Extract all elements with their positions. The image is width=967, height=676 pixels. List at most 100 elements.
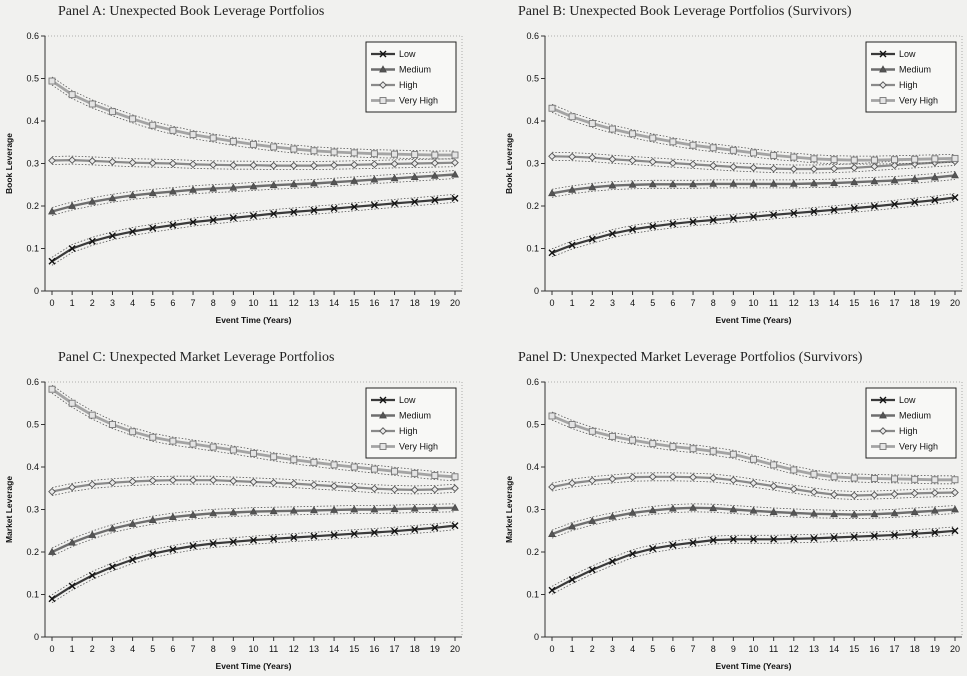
- series-low-point: [48, 595, 56, 603]
- series-low-point: [649, 222, 657, 230]
- series-medium-point: [850, 177, 859, 186]
- x-tick-label: 10: [748, 298, 758, 308]
- series-very-high: [548, 411, 959, 485]
- series-high-point: [310, 161, 318, 170]
- series-high-point: [370, 484, 379, 493]
- x-tick-label: 12: [289, 644, 299, 654]
- series-medium-point: [430, 504, 439, 512]
- series-low-point: [290, 534, 298, 542]
- series-high-point: [608, 155, 617, 164]
- legend-label-medium: Medium: [399, 65, 431, 75]
- series-medium-point: [830, 178, 839, 186]
- series-very-high-point: [790, 153, 798, 161]
- y-tick-label: 0: [534, 286, 539, 296]
- legend-marker-high: [879, 427, 887, 435]
- series-very-high-point: [709, 144, 717, 152]
- x-tick-label: 2: [590, 298, 595, 308]
- legend-marker-very-high: [879, 443, 887, 450]
- series-high-point: [910, 489, 919, 498]
- series-very-high-point: [911, 475, 919, 483]
- series-low-point: [729, 535, 737, 543]
- series-medium-point: [830, 509, 839, 518]
- series-medium-point: [128, 519, 137, 527]
- legend-marker-medium: [379, 411, 387, 419]
- x-tick-label: 16: [869, 644, 879, 654]
- series-low-point: [568, 576, 576, 584]
- x-tick-label: 3: [610, 298, 615, 308]
- series-very-high-point: [770, 151, 778, 159]
- x-tick-label: 19: [930, 298, 940, 308]
- series-low-point: [790, 209, 798, 217]
- series-very-high-point: [891, 475, 898, 483]
- x-tick-label: 18: [910, 298, 920, 308]
- x-tick-label: 3: [110, 298, 115, 308]
- legend-marker-high: [879, 81, 887, 89]
- series-medium-point: [289, 180, 298, 188]
- series-very-high-point: [931, 155, 939, 163]
- series-high-point: [48, 156, 56, 165]
- series-high-point: [410, 159, 419, 168]
- series-medium-point: [410, 172, 419, 180]
- series-very-high-point: [810, 470, 818, 478]
- x-tick-label: 12: [789, 644, 799, 654]
- x-tick-label: 19: [430, 298, 440, 308]
- series-low-point: [411, 198, 419, 206]
- y-tick-label: 0.4: [526, 116, 539, 126]
- panel-d-title: Panel D: Unexpected Market Leverage Port…: [518, 350, 863, 365]
- series-very-high-point: [689, 445, 697, 453]
- series-high-point: [568, 479, 576, 487]
- legend: Low Medium High Very High: [865, 387, 957, 459]
- series-high-point: [410, 486, 419, 494]
- legend-marker-very-high: [379, 97, 387, 104]
- x-axis-label: Event Time (Years): [216, 661, 292, 671]
- y-tick-label: 0.6: [26, 377, 39, 387]
- series-medium-point: [370, 505, 379, 513]
- series-high-point: [209, 476, 218, 485]
- series-high-point: [189, 476, 197, 485]
- chart-panel-b: 00.10.20.30.40.50.60 1 2 3 4 5 6 7 8 9 10 11 12 13 14 1…: [504, 31, 963, 325]
- series-high-point: [229, 161, 238, 170]
- series-high-point: [689, 473, 697, 482]
- x-tick-label: 11: [769, 298, 778, 308]
- x-tick-label: 17: [890, 298, 900, 308]
- legend-marker-low: [879, 50, 887, 58]
- series-high-point: [810, 488, 818, 496]
- x-tick-label: 20: [450, 298, 460, 308]
- series-very-high-point: [911, 155, 919, 163]
- x-tick-label: 8: [211, 644, 216, 654]
- x-tick-label: 13: [809, 644, 819, 654]
- series-high-point: [350, 160, 359, 169]
- x-tick-label: 3: [110, 644, 115, 654]
- x-tick-label: 10: [248, 298, 258, 308]
- series-very-high-point: [209, 134, 217, 142]
- series-very-high-point: [629, 130, 637, 138]
- x-tick-label: 18: [410, 644, 420, 654]
- series-low-point: [68, 245, 76, 252]
- legend-label-high: High: [899, 80, 918, 90]
- series-medium-point: [930, 506, 939, 514]
- x-tick-label: 18: [910, 644, 920, 654]
- series-medium-point: [930, 173, 939, 181]
- series-high-point: [729, 476, 738, 485]
- y-tick-label: 0: [534, 632, 539, 642]
- series-high-upper-band: [51, 475, 456, 488]
- series-low-point: [310, 206, 318, 214]
- series-low-point: [891, 531, 899, 539]
- series-very-high-point: [169, 437, 177, 445]
- series-high-point: [390, 160, 399, 168]
- series-high-point: [749, 479, 758, 487]
- series-very-high-point: [451, 151, 459, 159]
- series-high-point: [148, 159, 157, 167]
- x-tick-label: 6: [670, 644, 675, 654]
- series-high-point: [390, 485, 399, 494]
- series-very-high-point: [431, 472, 439, 479]
- series-medium-point: [588, 516, 597, 524]
- x-tick-label: 11: [269, 298, 278, 308]
- series-high-point: [890, 490, 899, 499]
- series-medium-point: [108, 524, 117, 532]
- series-low-point: [88, 571, 96, 579]
- y-tick-label: 0.6: [526, 377, 539, 387]
- y-tick-label: 0.2: [526, 201, 539, 211]
- x-tick-label: 5: [150, 644, 155, 654]
